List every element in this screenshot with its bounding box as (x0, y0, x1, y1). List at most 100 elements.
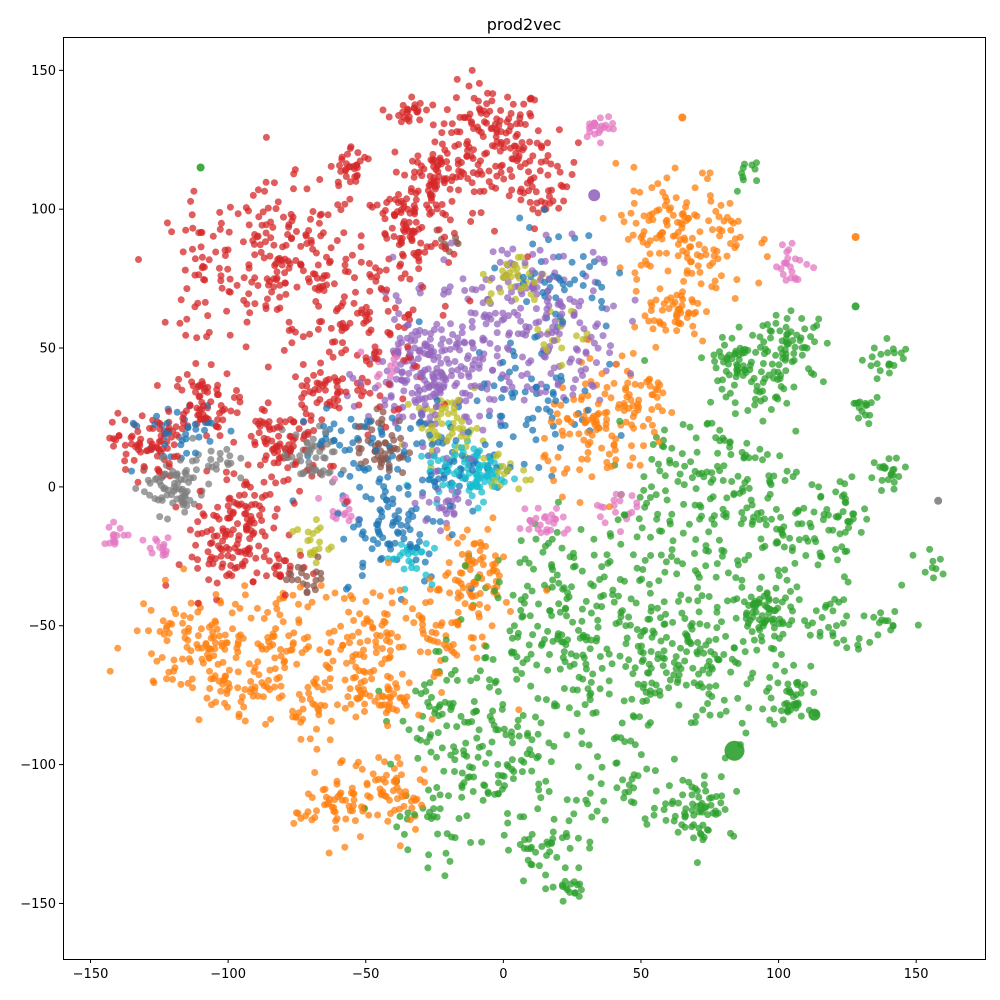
data-point (438, 420, 446, 428)
data-point (408, 389, 416, 397)
data-point (224, 552, 232, 560)
data-point (251, 300, 259, 308)
data-point (338, 153, 346, 161)
data-point (585, 232, 593, 240)
data-point (291, 166, 299, 174)
data-point (209, 628, 217, 636)
data-point (758, 544, 766, 552)
data-point (696, 501, 704, 509)
data-point (463, 526, 471, 534)
data-point (217, 402, 225, 409)
data-point (574, 346, 581, 354)
data-point (446, 216, 454, 224)
data-point (541, 278, 549, 286)
data-point (541, 434, 548, 442)
data-point (367, 326, 375, 334)
data-point (594, 400, 602, 408)
data-point (337, 302, 345, 310)
data-point (768, 360, 776, 368)
data-point (416, 346, 424, 354)
data-point (140, 488, 148, 496)
chart-title: prod2vec (487, 15, 562, 34)
data-point (395, 805, 403, 813)
data-point (648, 455, 656, 463)
data-point (764, 321, 771, 328)
data-point (421, 376, 428, 384)
data-point (473, 654, 481, 662)
data-point (340, 595, 348, 602)
data-point (218, 284, 226, 292)
data-point (330, 420, 338, 428)
data-point (447, 670, 455, 678)
data-point (730, 490, 738, 497)
data-point (309, 245, 317, 253)
data-point (662, 558, 670, 566)
data-point (383, 286, 391, 294)
data-point (629, 712, 637, 720)
data-point (196, 487, 204, 495)
data-point (716, 232, 724, 240)
data-point (759, 387, 766, 395)
data-point (182, 226, 190, 234)
data-point (393, 684, 401, 692)
data-point (690, 330, 698, 338)
data-point (659, 188, 667, 196)
data-point (226, 203, 234, 211)
data-point (475, 726, 483, 734)
data-point (812, 607, 820, 615)
data-point (422, 540, 430, 548)
data-point (751, 401, 759, 409)
data-point (224, 461, 232, 469)
data-point (194, 632, 202, 640)
data-point (523, 383, 531, 391)
data-point (450, 250, 458, 258)
data-point (189, 382, 197, 390)
data-point (757, 368, 765, 376)
data-point (521, 283, 529, 291)
data-point (722, 632, 730, 640)
data-point (688, 791, 696, 799)
data-point (115, 432, 123, 440)
data-point (706, 192, 714, 200)
data-point (400, 448, 408, 455)
data-point (524, 253, 532, 261)
data-point (802, 552, 810, 559)
data-point (116, 524, 124, 532)
data-point (312, 576, 320, 584)
data-point (348, 251, 356, 259)
data-point (558, 310, 566, 318)
data-point (340, 293, 348, 301)
data-point (381, 231, 389, 239)
data-point (821, 603, 829, 611)
data-point (409, 413, 417, 420)
data-point (749, 669, 757, 677)
data-point (889, 472, 897, 479)
data-point (662, 800, 670, 808)
data-point (190, 187, 198, 195)
data-point (500, 831, 508, 839)
data-point (480, 187, 488, 195)
data-point (517, 606, 525, 614)
data-point (206, 437, 214, 445)
data-point (560, 197, 568, 205)
data-point (571, 276, 579, 284)
data-point (535, 600, 542, 608)
data-point (628, 492, 636, 500)
data-point (391, 360, 399, 368)
data-point (601, 390, 609, 398)
data-point (647, 648, 655, 655)
data-point (202, 414, 210, 422)
data-point (582, 418, 590, 426)
data-point (605, 450, 613, 458)
data-point (475, 349, 483, 356)
data-point (312, 559, 320, 567)
data-point (534, 622, 542, 630)
axes-frame (63, 37, 986, 960)
data-point (358, 306, 366, 314)
data-point (528, 267, 536, 275)
data-point (347, 700, 355, 708)
data-point (750, 600, 757, 608)
data-point (503, 761, 511, 769)
data-point (550, 515, 558, 523)
data-point (674, 828, 682, 836)
